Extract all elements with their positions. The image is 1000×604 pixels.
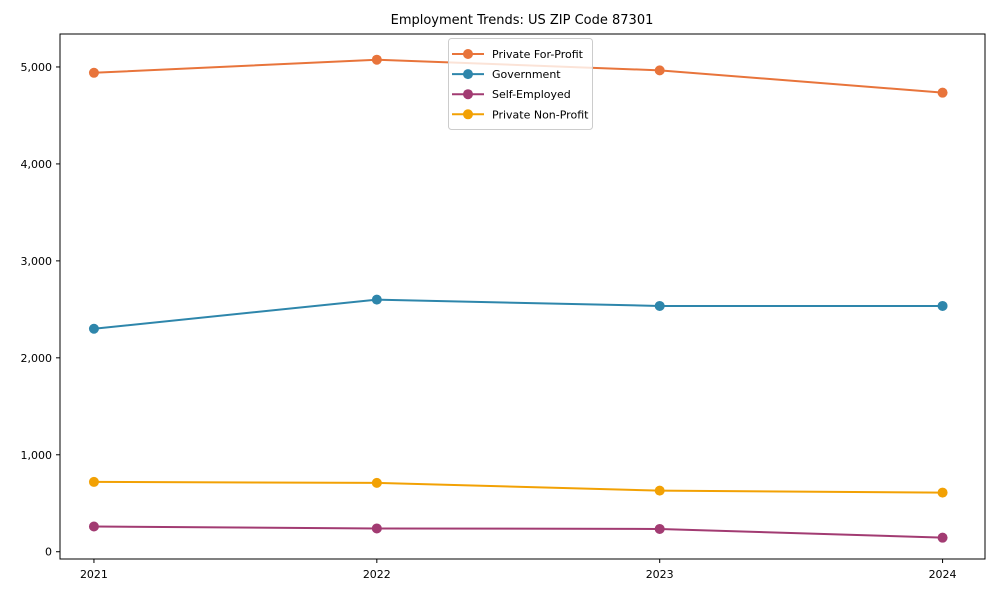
series-marker-self-employed [937, 532, 948, 543]
series-marker-private-for-profit [654, 65, 665, 76]
series-marker-private-non-profit [937, 487, 948, 498]
series-line-private-non-profit [93, 480, 943, 494]
x-tick-label: 2023 [646, 568, 674, 581]
legend-marker [463, 109, 473, 120]
series-marker-government [654, 300, 665, 311]
series-marker-government [88, 323, 99, 334]
series-marker-private-for-profit [937, 87, 948, 98]
series-marker-private-for-profit [371, 54, 382, 65]
x-tick-label: 2024 [929, 568, 957, 581]
series-marker-private-non-profit [88, 476, 99, 487]
series-marker-government [371, 294, 382, 305]
series-marker-private-for-profit [88, 67, 99, 78]
y-tick-label: 3,000 [21, 255, 53, 268]
y-tick-label: 2,000 [21, 352, 53, 365]
x-tick-label: 2022 [363, 568, 391, 581]
legend-marker [463, 89, 473, 100]
legend-label: Private Non-Profit [492, 108, 589, 121]
y-tick-label: 5,000 [21, 61, 53, 74]
series-marker-self-employed [654, 523, 665, 534]
y-tick-label: 4,000 [21, 158, 53, 171]
chart-title: Employment Trends: US ZIP Code 87301 [391, 13, 654, 28]
x-axis: 2021 2022 2023 2024 [80, 559, 957, 581]
legend-label: Self-Employed [492, 88, 571, 101]
x-tick-label: 2021 [80, 568, 108, 581]
series-marker-self-employed [371, 523, 382, 534]
legend-item: Government [452, 68, 561, 81]
series-marker-self-employed [88, 521, 99, 532]
series-marker-private-non-profit [654, 485, 665, 496]
legend-marker [463, 69, 473, 80]
legend: Private For-Profit Government Self-Employe… [448, 38, 593, 130]
series-line-government [93, 298, 943, 330]
legend-label: Government [492, 68, 561, 81]
series-marker-private-non-profit [371, 477, 382, 488]
series-line-self-employed [93, 525, 943, 539]
y-tick-label: 0 [45, 546, 52, 559]
series-marker-government [937, 300, 948, 311]
legend-item: Private For-Profit [452, 48, 584, 61]
legend-item: Self-Employed [452, 88, 571, 101]
y-axis: 0 1,000 2,000 3,000 4,000 5,000 [21, 61, 60, 559]
legend-label: Private For-Profit [492, 48, 584, 61]
y-tick-label: 1,000 [21, 449, 53, 462]
legend-marker [463, 49, 473, 59]
legend-box [448, 38, 593, 130]
legend-item: Private Non-Profit [452, 108, 589, 121]
